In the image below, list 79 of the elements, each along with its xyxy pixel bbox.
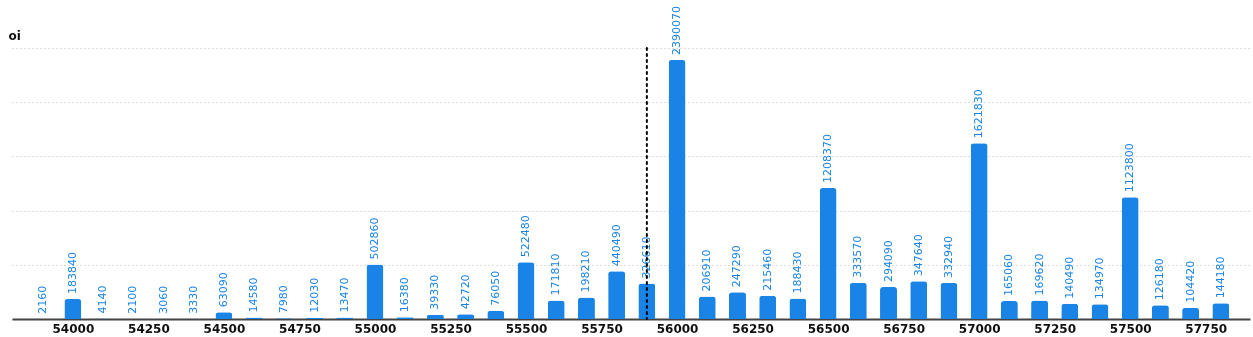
data-label: 144180 (1213, 256, 1227, 299)
data-label: 188430 (790, 251, 804, 294)
bar (64, 299, 82, 319)
bar (910, 281, 928, 319)
x-tick-label: 56250 (732, 321, 774, 336)
bar (547, 300, 565, 319)
data-label: 7980 (277, 285, 291, 314)
data-label: 215460 (760, 248, 774, 291)
x-tick-label: 56500 (807, 321, 850, 336)
data-label: 39330 (428, 274, 442, 310)
data-label: 4140 (96, 285, 110, 314)
data-label: 2390070 (670, 5, 684, 55)
data-label: 333570 (851, 235, 865, 278)
x-tick-label: 55000 (354, 321, 397, 336)
data-label: 326610 (639, 236, 653, 279)
bar (577, 297, 595, 319)
data-label: 12030 (307, 277, 321, 313)
data-label: 247290 (730, 245, 744, 288)
bar (789, 298, 807, 319)
bar (728, 292, 746, 319)
bar (759, 295, 777, 319)
x-tick-label: 57500 (1109, 321, 1152, 336)
bar (819, 188, 837, 319)
data-label: 1123800 (1123, 143, 1137, 193)
data-label: 140490 (1062, 256, 1076, 299)
data-label: 1208370 (821, 134, 835, 184)
data-label: 13470 (337, 277, 351, 313)
bar (1031, 300, 1049, 319)
x-tick-label: 55250 (430, 321, 472, 336)
x-tick-label: 54500 (203, 321, 246, 336)
x-tick-label: 57000 (958, 321, 1001, 336)
data-label: 502860 (367, 217, 381, 260)
bar (698, 296, 716, 319)
data-label: 183840 (65, 252, 79, 295)
bar (880, 287, 898, 319)
data-label: 1621830 (972, 89, 986, 139)
bar (1121, 197, 1139, 319)
bar (970, 143, 988, 319)
bar (849, 282, 867, 319)
data-label: 198210 (579, 250, 593, 293)
bar (940, 282, 958, 319)
data-label: 63090 (216, 272, 230, 308)
x-tick-label: 56000 (656, 321, 699, 336)
data-label: 2160 (35, 285, 49, 314)
bar (517, 262, 535, 319)
x-tick-label: 56750 (883, 321, 926, 336)
data-label: 3330 (186, 285, 200, 314)
bar (608, 271, 626, 319)
data-label: 440490 (609, 224, 623, 267)
data-label: 134970 (1093, 257, 1106, 300)
x-tick-label: 55750 (581, 321, 623, 336)
data-label: 294090 (881, 240, 895, 283)
bar (668, 59, 686, 319)
bar (1061, 303, 1079, 319)
data-label: 104420 (1183, 260, 1197, 303)
data-label: 42720 (458, 274, 472, 310)
bar (1182, 307, 1200, 319)
x-tick-label: 57750 (1185, 321, 1228, 336)
x-tick-label: 54750 (279, 321, 321, 336)
data-label: 16380 (398, 277, 412, 313)
bar (366, 264, 384, 319)
data-label: 3060 (156, 285, 170, 314)
data-label: 171810 (549, 253, 563, 296)
x-tick-label: 55500 (505, 321, 548, 336)
data-label: 522480 (519, 215, 533, 258)
data-label: 332940 (941, 235, 955, 278)
x-tick-label: 57250 (1034, 321, 1077, 336)
data-label: 76050 (488, 270, 502, 306)
y-axis-title: oi (8, 28, 21, 43)
data-label: 206910 (700, 249, 714, 292)
x-tick-label: 54250 (128, 321, 170, 336)
bar (1000, 301, 1018, 319)
data-label: 14580 (247, 277, 261, 313)
data-label: 169620 (1032, 253, 1046, 296)
data-label: 347640 (911, 234, 925, 277)
data-label: 2100 (126, 285, 140, 314)
data-label: 126180 (1153, 258, 1167, 301)
data-label: 165060 (1002, 254, 1016, 297)
x-tick-label: 54000 (52, 321, 95, 336)
